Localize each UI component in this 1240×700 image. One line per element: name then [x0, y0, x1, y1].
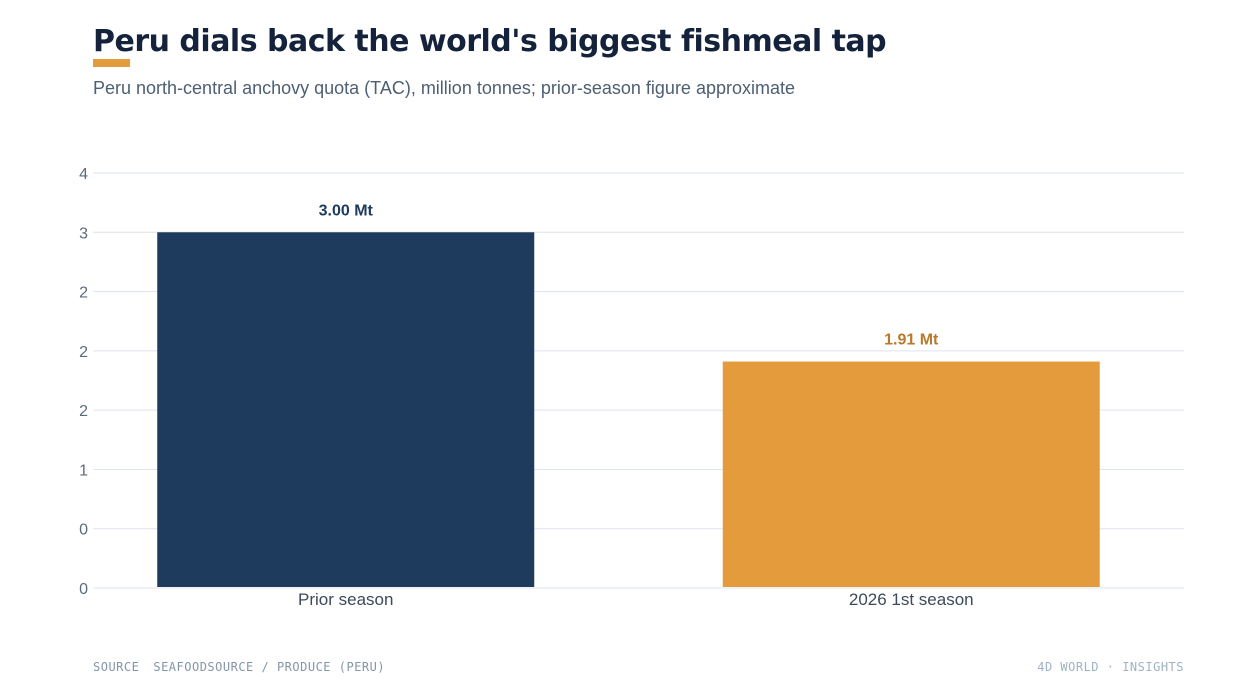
y-tick-label: 2 — [79, 344, 88, 361]
title-accent-bar — [93, 59, 130, 67]
y-tick-label: 4 — [79, 166, 88, 183]
y-tick-label: 2 — [79, 285, 88, 302]
y-tick-label: 0 — [79, 581, 88, 598]
chart-subtitle: Peru north-central anchovy quota (TAC), … — [93, 78, 795, 98]
data-label: 3.00 Mt — [319, 202, 374, 219]
data-label: 1.91 Mt — [884, 332, 939, 349]
y-tick-label: 2 — [79, 403, 88, 420]
y-tick-label: 1 — [79, 462, 88, 479]
source-text: SEAFOODSOURCE / PRODUCE (PERU) — [153, 660, 386, 674]
source-note: SOURCE SEAFOODSOURCE / PRODUCE (PERU) — [93, 660, 385, 674]
bar — [157, 232, 535, 588]
x-tick-label: Prior season — [298, 590, 393, 609]
x-tick-label: 2026 1st season — [849, 590, 974, 609]
bar — [722, 361, 1100, 587]
y-tick-label: 3 — [79, 225, 88, 242]
brand-label: 4D WORLD · INSIGHTS — [1037, 660, 1184, 674]
chart-title: Peru dials back the world's biggest fish… — [93, 24, 887, 59]
source-label: SOURCE — [93, 660, 140, 674]
y-tick-label: 0 — [79, 522, 88, 539]
